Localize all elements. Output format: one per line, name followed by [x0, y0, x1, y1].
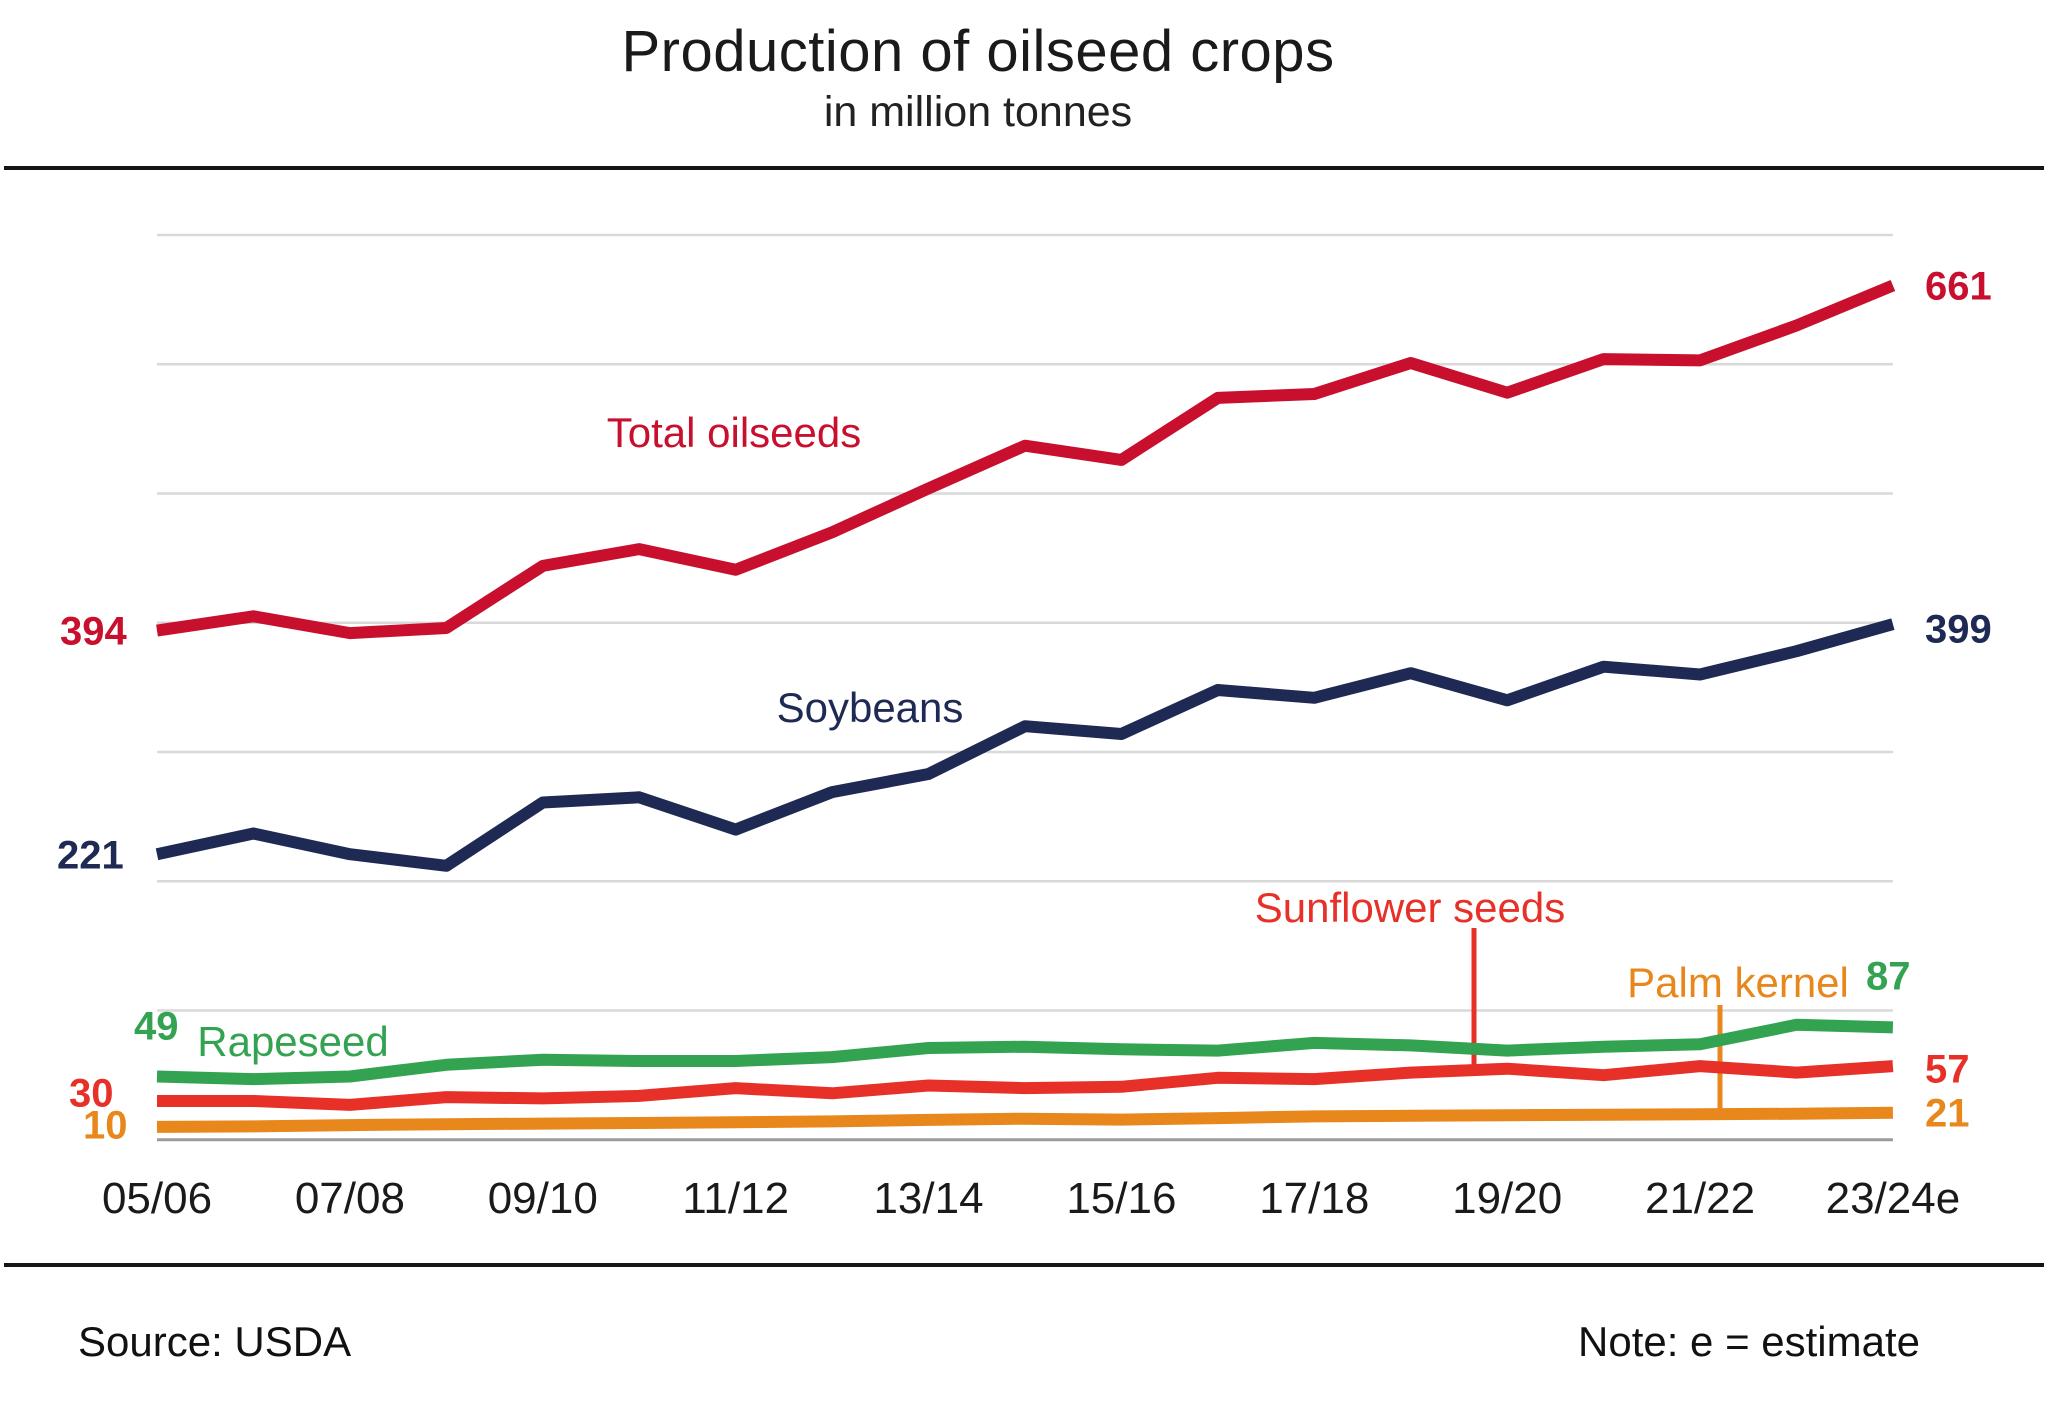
- series-line-total-oilseeds: [156, 279, 1896, 640]
- series-label-palm-kernel: Palm kernel: [1627, 959, 1849, 1006]
- end-value-soybeans: 399: [1925, 607, 1992, 652]
- x-tick-label-05-06: 05/06: [101, 1174, 213, 1223]
- x-tick-label-07-08: 07/08: [294, 1174, 405, 1223]
- source-note: Source: USDA: [78, 1318, 352, 1365]
- chart-title: Production of oilseed crops: [621, 19, 1335, 84]
- series-line-rapeseed: [156, 1018, 1894, 1086]
- x-tick-label-21-22: 21/22: [1644, 1174, 1756, 1223]
- x-tick-label-11-12: 11/12: [682, 1174, 790, 1223]
- start-value-soybeans: 221: [57, 833, 124, 878]
- chart-subtitle: in million tonnes: [823, 88, 1133, 136]
- x-tick-label-19-20: 19/20: [1452, 1174, 1563, 1223]
- series-label-rapeseed: Rapeseed: [197, 1018, 389, 1065]
- series-label-soybeans: Soybeans: [776, 684, 964, 731]
- x-tick-label-17-18: 17/18: [1259, 1174, 1370, 1223]
- estimate-note: Note: e = estimate: [1578, 1318, 1921, 1365]
- start-value-sunflower-seeds: 30: [69, 1071, 114, 1116]
- start-value-rapeseed: 49: [134, 1004, 179, 1049]
- start-value-palm-kernel: 10: [83, 1103, 128, 1148]
- start-value-total-oilseeds: 394: [60, 609, 127, 654]
- end-value-palm-kernel: 21: [1925, 1091, 1970, 1136]
- end-value-rapeseed: 87: [1866, 954, 1911, 999]
- series-line-palm-kernel: [156, 1106, 1893, 1133]
- series-line-sunflower-seeds: [157, 1060, 1894, 1111]
- bottom-divider-rule: [4, 1263, 2044, 1267]
- top-divider-rule: [4, 166, 2044, 170]
- end-value-total-oilseeds: 661: [1925, 264, 1992, 309]
- x-tick-label-09-10: 09/10: [487, 1174, 598, 1223]
- x-tick-label-15-16: 15/16: [1066, 1174, 1177, 1223]
- x-tick-label-13-14: 13/14: [873, 1174, 984, 1223]
- series-label-total-oilseeds: Total oilseeds: [606, 409, 862, 456]
- series-line-soybeans: [155, 618, 1895, 872]
- end-value-sunflower-seeds: 57: [1925, 1047, 1970, 1092]
- series-label-sunflower-seeds: Sunflower seeds: [1254, 884, 1566, 931]
- x-tick-label-23-24e: 23/24e: [1825, 1174, 1961, 1223]
